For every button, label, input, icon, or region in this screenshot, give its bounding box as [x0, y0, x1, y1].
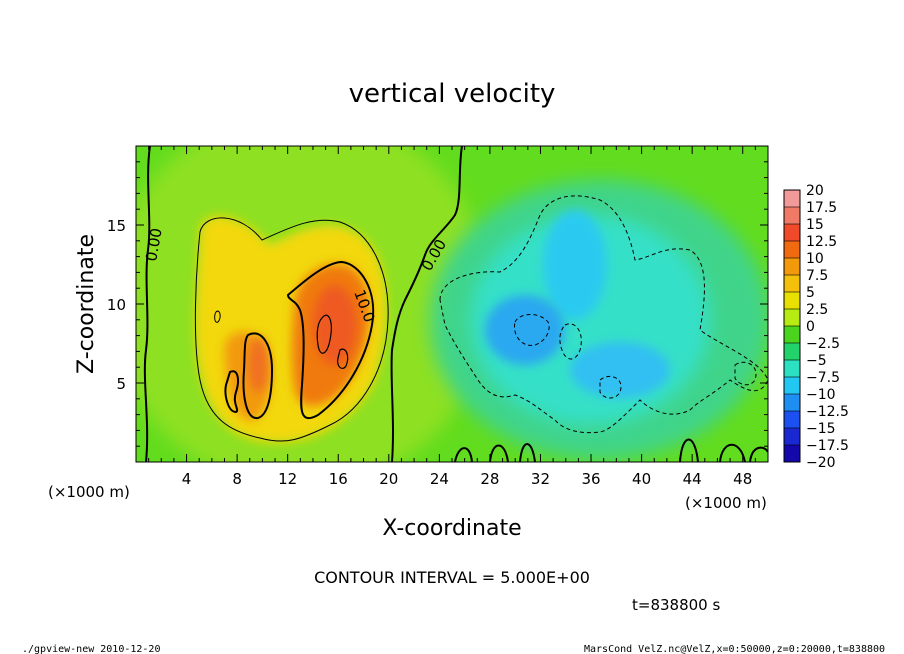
x-unit-left: (×1000 m): [48, 483, 130, 501]
contour-minus-ten-3: [599, 376, 622, 399]
colorbar-label: −5: [806, 353, 827, 369]
colorbar-segment: [784, 258, 800, 276]
field-positive-red: [313, 285, 357, 365]
colorbar-label: 12.5: [806, 234, 837, 250]
x-unit-right: (×1000 m): [685, 494, 767, 512]
x-tick-label: 28: [480, 470, 499, 488]
x-tick-label: 24: [430, 470, 449, 488]
plot-area: 0.00 0.00 10.0: [136, 146, 768, 462]
colorbar-segment: [784, 309, 800, 327]
colorbar-label: 15: [806, 217, 824, 233]
contour-minus-ten-4: [734, 361, 757, 386]
field-positive-red2: [248, 337, 268, 393]
colorbar: 2017.51512.5107.552.50−2.5−5−7.5−10−12.5…: [783, 183, 849, 471]
colorbar-label: −20: [806, 455, 836, 471]
contour-five: [194, 217, 389, 442]
contour-interval: CONTOUR INTERVAL = 5.000E+00: [314, 568, 590, 587]
field-negative-core1: [543, 210, 607, 320]
colorbar-segment: [784, 411, 800, 429]
contour-five-islet: [214, 310, 221, 323]
footer-right: MarsCond_VelZ.nc@VelZ,x=0:50000,z=0:2000…: [584, 644, 885, 654]
contour-zero-bottom: [454, 438, 768, 462]
x-axis-label: X-coordinate: [382, 516, 521, 541]
colorbar-segment: [784, 360, 800, 378]
x-tick-label: 48: [733, 470, 752, 488]
colorbar-segment: [784, 428, 800, 446]
colorbar-label: 2.5: [806, 302, 828, 318]
colorbar-label: 5: [806, 285, 815, 301]
y-axis-label: Z-coordinate: [74, 234, 99, 374]
colorbar-segment: [784, 377, 800, 395]
colorbar-segment: [784, 207, 800, 225]
contour-ten-left: [242, 332, 274, 419]
x-tick-label: 32: [531, 470, 550, 488]
colorbar-label: −10: [806, 387, 836, 403]
colorbar-segment: [784, 275, 800, 293]
x-tick-label: 36: [581, 470, 600, 488]
x-tick-label: 4: [182, 470, 192, 488]
x-tick-label: 44: [683, 470, 702, 488]
colorbar-label: 10: [806, 251, 824, 267]
colorbar-segment: [784, 292, 800, 310]
colorbar-segment: [784, 190, 800, 208]
colorbar-segment: [784, 326, 800, 344]
colorbar-segment: [784, 394, 800, 412]
footer-left: ./gpview-new 2010-12-20: [22, 644, 160, 654]
colorbar-label: 20: [806, 183, 824, 199]
colorbar-label: −17.5: [806, 438, 849, 454]
x-tick-label: 8: [232, 470, 242, 488]
colorbar-segment: [784, 241, 800, 259]
colorbar-label: −2.5: [806, 336, 840, 352]
colorbar-label: 7.5: [806, 268, 828, 284]
chart-title: vertical velocity: [349, 79, 556, 109]
contour-ten-small: [224, 370, 239, 414]
contour-fifteen-2: [337, 348, 349, 370]
contour-minus-ten: [513, 314, 550, 346]
colorbar-label: −15: [806, 421, 836, 437]
colorbar-segment: [784, 445, 800, 463]
y-tick-label: 5: [116, 375, 126, 393]
time-label: t=838800 s: [632, 596, 720, 614]
field-negative-core3: [570, 342, 670, 398]
colorbar-segment: [784, 224, 800, 242]
x-tick-label: 20: [379, 470, 398, 488]
contour-fifteen: [316, 314, 332, 354]
x-tick-label: 16: [329, 470, 348, 488]
field-negative-core2: [485, 295, 565, 365]
x-axis: 4 8 12 16 20 24 28 32 36 40 44 48: [148, 146, 756, 488]
colorbar-label: 0: [806, 319, 815, 335]
y-axis: 5 10 15: [107, 161, 768, 447]
contour-zero-left: [143, 146, 151, 462]
contour-label-zero-left: 0.00: [142, 227, 166, 263]
colorbar-segment: [784, 343, 800, 361]
x-tick-label: 40: [632, 470, 651, 488]
contour-zero-center: [390, 146, 463, 462]
y-tick-label: 15: [107, 217, 126, 235]
y-tick-label: 10: [107, 296, 126, 314]
contour-ten-right: [286, 260, 375, 420]
colorbar-label: −12.5: [806, 404, 849, 420]
contour-minus-ten-2: [559, 323, 582, 360]
colorbar-label: 17.5: [806, 200, 837, 216]
colorbar-label: −7.5: [806, 370, 840, 386]
x-tick-label: 12: [278, 470, 297, 488]
